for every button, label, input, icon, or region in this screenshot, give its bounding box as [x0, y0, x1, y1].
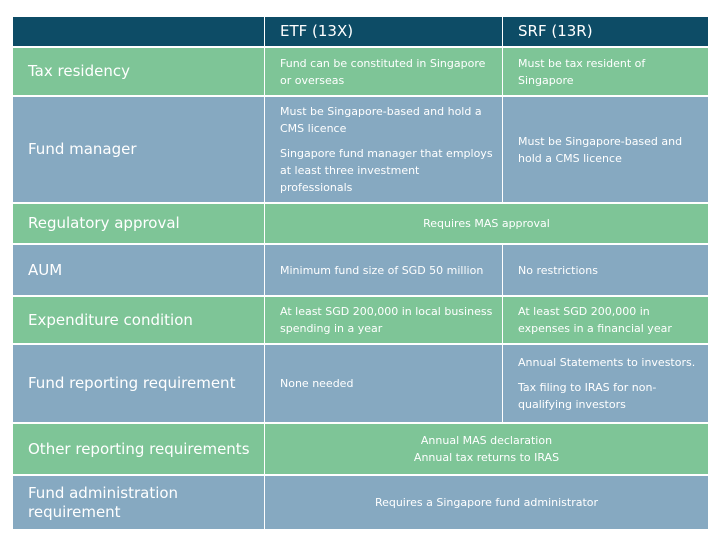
srf-cell-text: Must be Singapore-based and hold a CMS l…	[518, 134, 683, 165]
row-divider	[13, 422, 708, 424]
srf-cell-text: Must be tax resident of Singapore	[518, 56, 646, 87]
etf-cell-text: Minimum fund size of SGD 50 million	[280, 263, 484, 277]
row-label: Expenditure condition	[28, 310, 193, 329]
row-other-reporting: Other reporting requirements Annual MAS …	[13, 424, 708, 474]
etf-cell-text: Singapore fund manager that employs at l…	[280, 147, 493, 194]
row-label: Fund manager	[28, 140, 137, 158]
row-label: Regulatory approval	[28, 214, 180, 232]
table-header-row: ETF (13X) SRF (13R)	[13, 17, 708, 46]
row-tax-residency: Tax residency Fund can be constituted in…	[13, 48, 708, 95]
etf-cell-text: None needed	[280, 377, 354, 390]
row-fund-manager: Fund manager Must be Singapore-based and…	[13, 97, 708, 202]
etf-cell-text: At least SGD 200,000 in local business s…	[280, 305, 493, 335]
row-label: Fund administration requirement	[28, 483, 179, 521]
row-fund-administration: Fund administration requirement Requires…	[13, 476, 708, 529]
row-divider	[13, 243, 708, 245]
srf-cell-text: No restrictions	[518, 263, 598, 277]
merged-cell-text: Annual MAS declaration	[420, 434, 553, 447]
row-label: Tax residency	[28, 62, 130, 80]
row-label: AUM	[28, 260, 63, 279]
srf-cell-text: Tax filing to IRAS for non-qualifying in…	[518, 381, 657, 411]
row-aum: AUM Minimum fund size of SGD 50 million …	[13, 245, 708, 295]
row-divider	[13, 202, 708, 204]
merged-cell-text: Annual tax returns to IRAS	[413, 451, 560, 464]
etf-cell-text: Fund can be constituted in Singapore or …	[280, 56, 486, 87]
srf-cell-text: At least SGD 200,000 in expenses in a fi…	[518, 305, 672, 335]
etf-cell-text: Must be Singapore-based and hold a CMS l…	[280, 105, 482, 135]
row-label: Other reporting requirements	[28, 439, 250, 458]
row-expenditure-condition: Expenditure condition At least SGD 200,0…	[13, 297, 708, 343]
header-etf: ETF (13X)	[264, 17, 502, 46]
row-divider	[13, 295, 708, 297]
row-divider	[13, 343, 708, 345]
row-divider	[13, 95, 708, 97]
row-fund-reporting: Fund reporting requirement None needed A…	[13, 345, 708, 422]
header-cell-empty	[13, 17, 264, 46]
row-divider	[13, 474, 708, 476]
header-srf: SRF (13R)	[502, 17, 708, 46]
row-divider	[13, 46, 708, 48]
merged-cell-text: Requires a Singapore fund administrator	[374, 496, 599, 509]
row-label: Fund reporting requirement	[28, 374, 236, 392]
merged-cell-text: Requires MAS approval	[423, 217, 550, 230]
srf-cell-text: Annual Statements to investors.	[518, 356, 696, 369]
row-regulatory-approval: Regulatory approval Requires MAS approva…	[13, 204, 708, 243]
